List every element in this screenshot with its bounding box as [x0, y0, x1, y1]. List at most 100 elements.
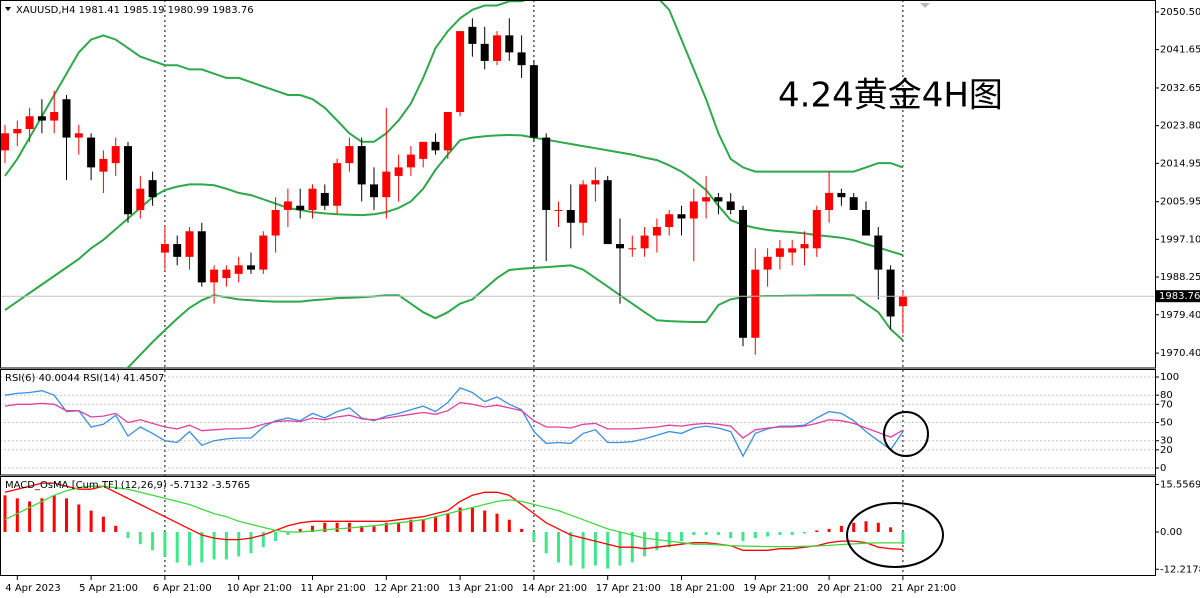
histogram-bar [298, 528, 302, 532]
histogram-bar [114, 525, 118, 532]
histogram-bar [544, 531, 548, 554]
candle-body [800, 244, 809, 249]
histogram-bar [753, 531, 757, 539]
candle-body [419, 141, 428, 159]
histogram-bar [593, 531, 597, 566]
last-price-box [1156, 290, 1200, 303]
x-tick-label: 4 Apr 2023 [5, 583, 60, 594]
histogram-bar [458, 507, 462, 532]
candle-body [849, 197, 858, 210]
macd-plot [3, 482, 905, 569]
histogram-bar [311, 525, 314, 532]
histogram-bar [421, 519, 425, 532]
candle-body [566, 209, 575, 223]
candle-body [825, 192, 834, 210]
histogram-bar [77, 504, 81, 532]
y-tick-label: 80 [1160, 390, 1173, 401]
histogram-bar [89, 510, 93, 532]
x-tick-label: 5 Apr 21:00 [79, 583, 138, 594]
x-tick-label: 11 Apr 21:00 [301, 583, 366, 594]
histogram-bar [101, 516, 105, 532]
histogram-bar [520, 528, 524, 532]
histogram-bar [286, 531, 290, 536]
candle-body [579, 184, 588, 223]
macd-line [4, 485, 903, 548]
histogram-bar [126, 531, 130, 539]
candle-body [616, 244, 624, 249]
candle-body [837, 192, 846, 198]
candle-body [50, 112, 59, 121]
histogram-bar [692, 531, 696, 536]
histogram-bar [446, 513, 450, 532]
histogram-bar [274, 531, 278, 542]
histogram-bar [495, 513, 499, 532]
histogram-bar [667, 531, 671, 548]
candle-body [210, 269, 219, 283]
histogram-bar [778, 531, 782, 536]
histogram-bar [507, 519, 511, 532]
histogram-bar [40, 498, 44, 532]
histogram-bar [643, 531, 647, 557]
x-tick-label: 12 Apr 21:00 [374, 583, 439, 594]
rsi-title: RSI(6) 40.0044 RSI(14) 41.4507 [5, 373, 164, 384]
candle-body [812, 209, 821, 249]
y-tick-label: 1997.10 [1160, 234, 1200, 245]
candle-body [726, 201, 735, 210]
histogram-bar [483, 510, 487, 532]
candle-body [124, 146, 132, 215]
candle-body [554, 209, 563, 211]
candle-body [173, 244, 182, 257]
histogram-bar [237, 531, 241, 557]
histogram-bar [532, 531, 536, 542]
candle-body [677, 214, 686, 219]
menu-arrow [5, 7, 11, 11]
candle-body [333, 163, 342, 206]
candle-body [370, 184, 378, 198]
histogram-bar [397, 522, 401, 532]
candle-body [898, 296, 907, 307]
y-tick-label: 50 [1160, 418, 1173, 429]
histogram-bar [716, 531, 720, 536]
candle-body [714, 197, 723, 202]
candle-body [628, 248, 637, 250]
candle-body [234, 265, 243, 274]
chart-title: XAUUSD,H4 1981.41 1985.19 1980.99 1983.7… [16, 5, 254, 16]
histogram-bar [200, 531, 204, 563]
candle-body [775, 248, 784, 257]
price-plot [1, 1, 1155, 368]
histogram-bar [372, 525, 376, 532]
histogram-bar [175, 531, 179, 563]
x-tick-label: 13 Apr 21:00 [448, 583, 513, 594]
histogram-bar [839, 525, 843, 532]
macd-line [4, 482, 903, 551]
candle-body [197, 231, 206, 283]
histogram-bar [704, 531, 708, 536]
histogram-bar [901, 531, 905, 545]
candle-body [788, 248, 797, 253]
candle-body [591, 180, 600, 185]
candle-body [456, 31, 465, 113]
y-tick-label: 2041.65 [1160, 45, 1200, 56]
candle-body [320, 192, 329, 206]
histogram-bar [224, 531, 228, 560]
candle-body [296, 205, 305, 210]
candle-body [529, 65, 538, 138]
candle-body [493, 35, 501, 61]
y-tick-label: 1970.40 [1160, 348, 1200, 359]
shift-marker [920, 3, 930, 8]
candle-body [259, 235, 268, 270]
histogram-bar [3, 495, 7, 532]
histogram-bar [261, 531, 265, 548]
y-tick-label: 2023.80 [1160, 121, 1200, 132]
rsi-line [4, 401, 904, 439]
histogram-bar [864, 521, 868, 532]
histogram-bar [138, 531, 142, 545]
histogram-bar [52, 495, 56, 532]
x-tick-label: 6 Apr 21:00 [153, 583, 212, 594]
y-tick-label: 2032.65 [1160, 83, 1200, 94]
histogram-bar [729, 531, 733, 539]
candle-body [751, 269, 760, 338]
candle-body [185, 231, 194, 257]
histogram-bar [163, 531, 167, 557]
y-tick-label: 70 [1160, 399, 1173, 410]
